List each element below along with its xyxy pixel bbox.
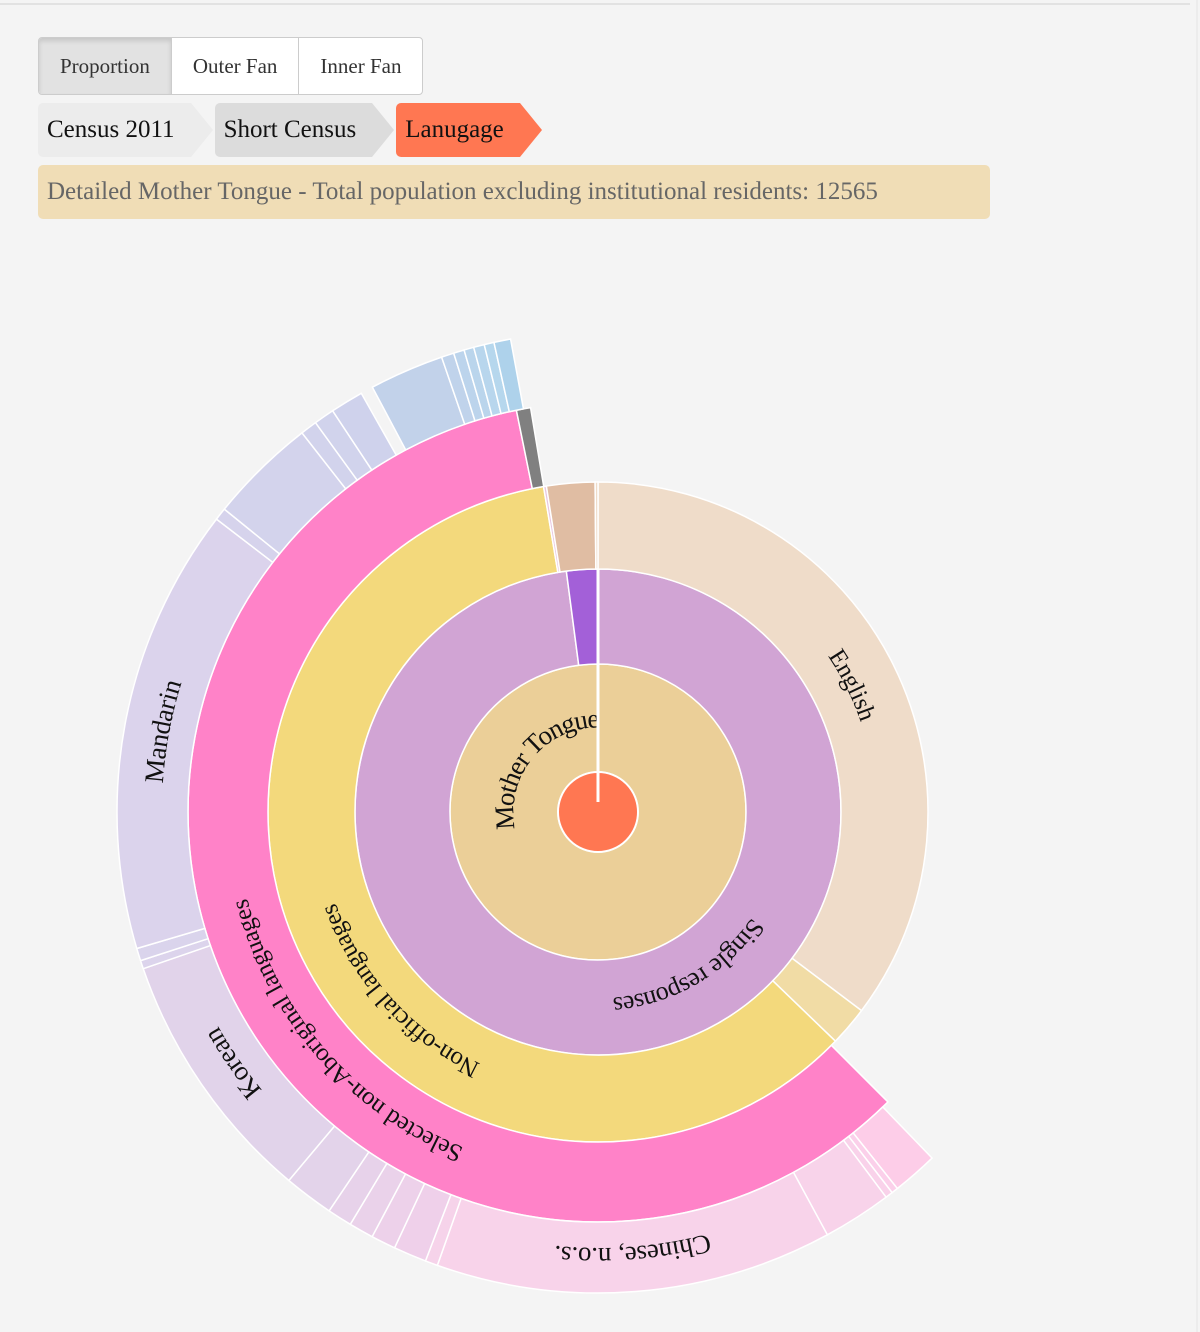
sunburst-segment[interactable] — [331, 392, 398, 472]
selection-info-bar: Detailed Mother Tongue - Total populatio… — [38, 165, 990, 219]
breadcrumb: Census 2011 Short Census Lanugage — [38, 103, 544, 157]
proportion-button[interactable]: Proportion — [39, 38, 172, 94]
top-divider — [0, 3, 1190, 5]
view-mode-toggle: Proportion Outer Fan Inner Fan — [38, 37, 424, 95]
breadcrumb-census-2011[interactable]: Census 2011 — [38, 103, 213, 157]
sunburst-segment[interactable] — [594, 481, 599, 570]
inner-fan-button[interactable]: Inner Fan — [320, 54, 402, 78]
breadcrumb-short-census[interactable]: Short Census — [214, 103, 394, 157]
breadcrumb-language[interactable]: Lanugage — [396, 103, 542, 157]
outer-fan-button[interactable]: Outer Fan — [172, 38, 300, 94]
right-divider — [1196, 0, 1198, 1332]
sunburst-segment-english[interactable] — [597, 481, 929, 1012]
sunburst-segment[interactable] — [493, 338, 525, 413]
